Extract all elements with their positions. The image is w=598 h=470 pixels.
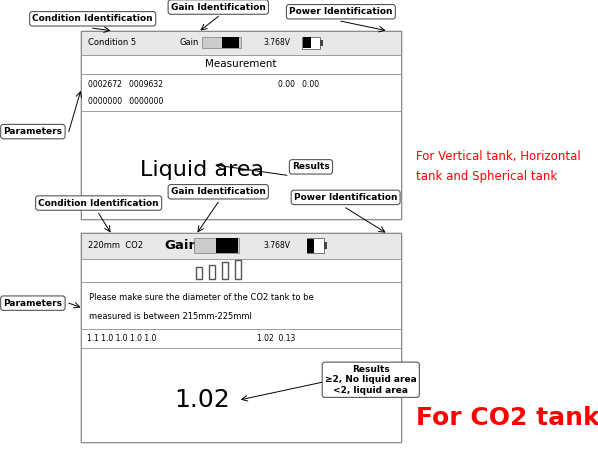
- Text: Parameters: Parameters: [4, 298, 62, 308]
- Bar: [307, 239, 314, 253]
- Text: Results: Results: [292, 162, 330, 172]
- Bar: [194, 238, 239, 253]
- Bar: [320, 39, 323, 46]
- Bar: [324, 242, 327, 250]
- Bar: [222, 38, 239, 48]
- Bar: [222, 262, 228, 279]
- Bar: [81, 31, 401, 55]
- Bar: [81, 111, 401, 219]
- Bar: [216, 238, 238, 253]
- FancyBboxPatch shape: [81, 31, 401, 219]
- Text: Power Identification: Power Identification: [289, 7, 393, 16]
- Bar: [81, 74, 401, 111]
- Text: Gain Identification: Gain Identification: [171, 2, 266, 12]
- Text: Condition 5: Condition 5: [88, 38, 136, 47]
- Text: 220mm  CO2: 220mm CO2: [88, 241, 143, 251]
- Bar: [81, 282, 401, 329]
- Text: Measurement: Measurement: [205, 59, 276, 70]
- Text: Liquid area: Liquid area: [141, 160, 264, 180]
- Bar: [307, 238, 324, 253]
- Text: 1.02  0.13: 1.02 0.13: [257, 334, 295, 343]
- Text: Gain: Gain: [179, 38, 199, 47]
- Text: Power Identification: Power Identification: [294, 193, 398, 202]
- Text: 0000000   0000000: 0000000 0000000: [88, 97, 163, 107]
- Text: 1.02: 1.02: [175, 388, 230, 412]
- Bar: [81, 233, 401, 259]
- FancyBboxPatch shape: [81, 233, 401, 442]
- Text: 3.768V: 3.768V: [263, 38, 290, 47]
- Text: 0002672   0009632: 0002672 0009632: [88, 80, 163, 89]
- Text: Results
≥2, No liquid area
<2, liquid area: Results ≥2, No liquid area <2, liquid ar…: [325, 365, 417, 395]
- Text: 0.00   0.00: 0.00 0.00: [278, 80, 319, 89]
- Bar: [196, 267, 202, 279]
- Text: For Vertical tank, Horizontal
tank and Spherical tank: For Vertical tank, Horizontal tank and S…: [416, 150, 581, 183]
- Bar: [302, 37, 320, 49]
- Text: Parameters: Parameters: [4, 127, 62, 136]
- Bar: [81, 259, 401, 282]
- Text: Condition Identification: Condition Identification: [32, 14, 153, 24]
- Bar: [81, 329, 401, 348]
- Text: 3.768V: 3.768V: [263, 241, 290, 251]
- Bar: [209, 265, 215, 279]
- Bar: [202, 38, 241, 48]
- Bar: [236, 260, 242, 279]
- Bar: [303, 37, 311, 48]
- Text: 1.1 1.0 1.0 1.0 1.0: 1.1 1.0 1.0 1.0 1.0: [87, 334, 156, 343]
- Text: Gain Identification: Gain Identification: [171, 187, 266, 196]
- Text: measured is between 215mm-225mml: measured is between 215mm-225mml: [89, 312, 252, 321]
- Text: Gain: Gain: [164, 239, 199, 252]
- Bar: [81, 348, 401, 442]
- Text: Please make sure the diameter of the CO2 tank to be: Please make sure the diameter of the CO2…: [89, 293, 314, 302]
- Text: Condition Identification: Condition Identification: [38, 198, 159, 208]
- Bar: [81, 55, 401, 74]
- Text: For CO2 tank: For CO2 tank: [416, 406, 598, 431]
